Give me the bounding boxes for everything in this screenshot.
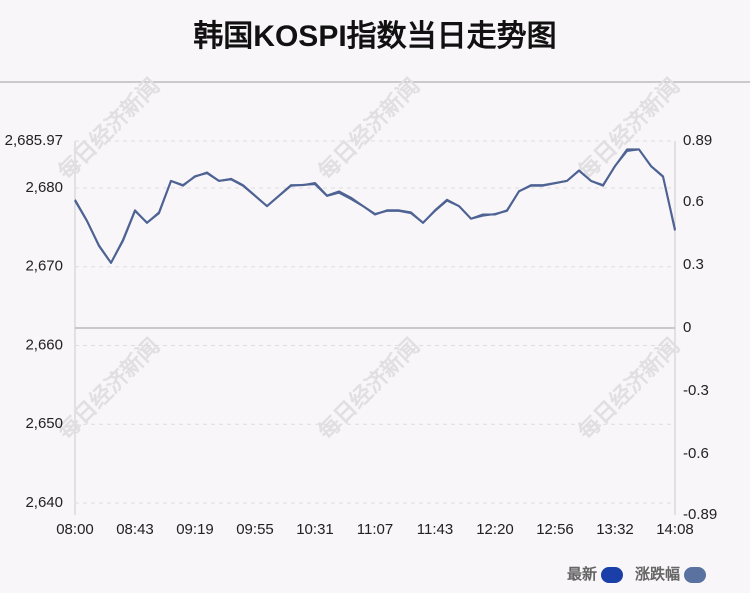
x-tick-label: 13:32 (596, 521, 634, 538)
y2-tick-label: 0.3 (683, 256, 704, 273)
y2-tick-label: -0.6 (683, 445, 709, 462)
legend-swatch (600, 567, 623, 583)
chart-title: 韩国KOSPI指数当日走势图 (193, 20, 556, 53)
y2-tick-label: -0.89 (683, 506, 717, 523)
y-tick-label: 2,640 (25, 494, 63, 511)
x-tick-label: 09:19 (176, 521, 214, 538)
y2-tick-label: 0.89 (683, 132, 712, 149)
y-tick-label: 2,660 (25, 336, 63, 353)
x-tick-label: 08:43 (116, 521, 154, 538)
y-tick-label: 2,685.97 (5, 132, 63, 149)
y2-tick-label: 0.6 (683, 193, 704, 210)
x-tick-label: 14:08 (656, 521, 694, 538)
watermark: 每日经济新闻 (573, 73, 684, 184)
x-tick-label: 10:31 (296, 521, 334, 538)
watermark: 每日经济新闻 (53, 333, 164, 444)
y2-tick-label: -0.3 (683, 382, 709, 399)
watermark: 每日经济新闻 (573, 333, 684, 444)
x-tick-label: 09:55 (236, 521, 274, 538)
x-tick-label: 11:43 (417, 521, 453, 538)
y-tick-label: 2,650 (25, 415, 63, 432)
watermark: 每日经济新闻 (313, 73, 424, 184)
y-tick-label: 2,680 (25, 179, 63, 196)
x-tick-label: 12:20 (476, 521, 514, 538)
x-tick-label: 12:56 (536, 521, 574, 538)
y2-tick-label: 0 (683, 319, 691, 336)
watermark: 每日经济新闻 (313, 333, 424, 444)
x-tick-label: 11:07 (357, 521, 393, 538)
y-tick-label: 2,670 (25, 258, 63, 275)
legend-label: 涨跌幅 (635, 565, 680, 583)
legend-swatch (684, 567, 706, 583)
legend-label: 最新 (567, 565, 597, 583)
x-tick-label: 08:00 (56, 521, 94, 538)
watermark: 每日经济新闻 (53, 73, 164, 184)
price-line (74, 148, 676, 264)
